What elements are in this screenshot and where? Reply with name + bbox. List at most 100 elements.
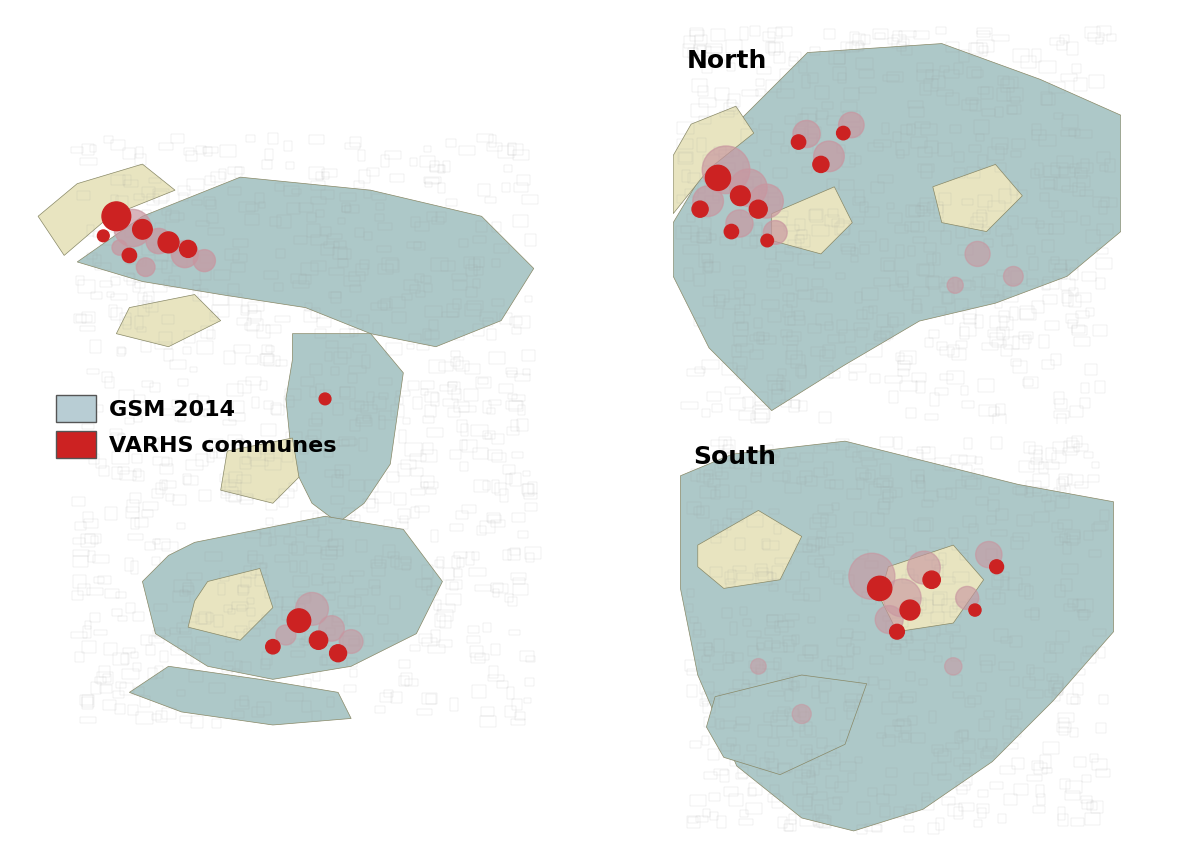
Bar xyxy=(208,227,224,235)
Bar xyxy=(131,494,140,503)
Bar xyxy=(730,689,740,695)
Bar xyxy=(73,555,89,566)
Bar xyxy=(840,729,848,741)
Bar xyxy=(107,292,114,297)
Bar xyxy=(758,572,773,580)
Bar xyxy=(418,343,430,350)
Bar xyxy=(493,584,508,594)
Bar xyxy=(970,43,983,54)
Bar xyxy=(778,763,792,772)
Bar xyxy=(1033,474,1049,487)
Bar xyxy=(906,408,916,419)
Bar xyxy=(1042,767,1052,773)
Bar xyxy=(364,190,371,198)
Bar xyxy=(908,101,923,108)
Bar xyxy=(883,492,893,501)
Bar xyxy=(1034,512,1049,522)
Bar xyxy=(982,343,998,349)
Bar xyxy=(686,685,696,697)
Bar xyxy=(509,549,520,560)
Bar xyxy=(287,203,300,215)
Bar xyxy=(487,408,496,414)
Bar xyxy=(1081,653,1096,663)
Bar xyxy=(354,181,364,188)
Bar xyxy=(1052,453,1067,463)
Bar xyxy=(395,494,406,505)
Bar xyxy=(749,661,760,667)
Bar xyxy=(245,629,260,635)
Bar xyxy=(749,789,756,796)
Bar xyxy=(478,184,490,196)
Bar xyxy=(725,572,734,584)
Bar xyxy=(136,316,144,329)
Bar xyxy=(835,223,848,235)
Bar xyxy=(719,694,734,707)
Bar xyxy=(340,437,355,446)
Bar xyxy=(100,232,114,244)
Bar xyxy=(398,464,409,477)
Bar xyxy=(1025,611,1039,617)
Bar xyxy=(1081,796,1092,803)
Bar xyxy=(425,178,439,184)
Bar xyxy=(937,633,953,644)
Bar xyxy=(812,686,820,699)
Bar xyxy=(773,210,788,217)
Bar xyxy=(1084,451,1093,458)
Bar xyxy=(755,402,769,410)
Bar xyxy=(172,134,184,142)
Bar xyxy=(126,603,134,613)
Bar xyxy=(224,351,235,364)
Bar xyxy=(1068,600,1078,607)
Bar xyxy=(686,214,695,222)
Bar xyxy=(299,594,311,601)
Bar xyxy=(785,225,799,231)
Bar xyxy=(379,416,385,428)
Bar xyxy=(190,671,203,682)
Bar xyxy=(1057,722,1070,732)
Bar xyxy=(1097,26,1111,36)
Bar xyxy=(482,401,491,413)
Bar xyxy=(824,746,835,756)
Bar xyxy=(714,148,726,153)
Bar xyxy=(808,539,820,550)
Bar xyxy=(476,527,486,534)
Bar xyxy=(946,312,953,324)
Bar xyxy=(865,823,881,831)
Bar xyxy=(421,388,428,395)
Bar xyxy=(727,738,737,745)
Bar xyxy=(926,277,942,287)
Bar xyxy=(422,565,433,577)
Bar xyxy=(456,360,468,371)
Circle shape xyxy=(836,126,850,140)
Bar xyxy=(515,374,529,381)
Bar xyxy=(715,464,722,476)
Bar xyxy=(793,594,809,600)
Bar xyxy=(798,63,808,73)
Bar xyxy=(1088,476,1099,483)
Bar xyxy=(1060,477,1068,486)
Bar xyxy=(95,630,107,635)
Bar xyxy=(996,143,1007,153)
Bar xyxy=(690,795,706,806)
Bar xyxy=(464,258,474,268)
Bar xyxy=(937,342,947,350)
Bar xyxy=(805,722,812,735)
Bar xyxy=(812,279,823,287)
Bar xyxy=(722,445,733,456)
Bar xyxy=(92,555,109,563)
Bar xyxy=(970,524,978,533)
Bar xyxy=(758,725,772,737)
Bar xyxy=(1072,669,1085,675)
Bar xyxy=(420,156,436,168)
Bar xyxy=(751,473,761,482)
Bar xyxy=(508,393,517,399)
Bar xyxy=(700,486,715,499)
Bar xyxy=(162,458,173,466)
Bar xyxy=(313,671,320,681)
Bar xyxy=(246,323,259,330)
Bar xyxy=(743,162,760,172)
Bar xyxy=(786,580,799,593)
Bar xyxy=(919,679,926,685)
Bar xyxy=(384,690,394,697)
Bar xyxy=(877,315,888,326)
